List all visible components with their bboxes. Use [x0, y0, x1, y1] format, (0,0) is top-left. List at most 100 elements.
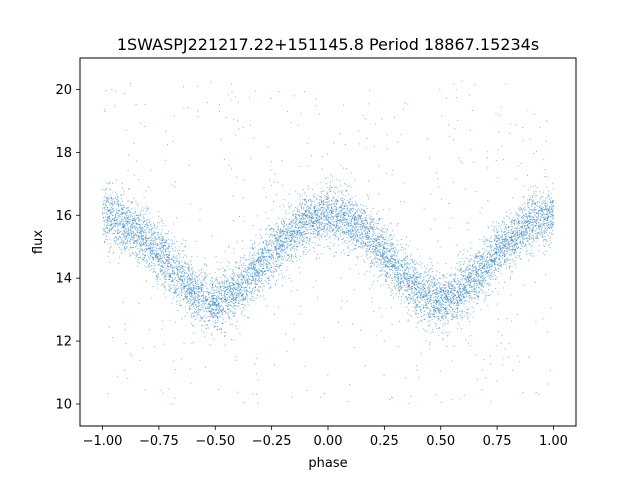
data-point — [263, 263, 265, 265]
data-point — [202, 307, 204, 309]
data-point — [515, 178, 517, 180]
data-point — [442, 315, 444, 317]
data-point — [334, 208, 336, 210]
data-point — [336, 229, 338, 231]
data-point — [148, 266, 150, 268]
data-point — [519, 231, 520, 233]
data-point — [387, 258, 389, 260]
data-point — [511, 271, 513, 273]
data-point — [527, 109, 529, 111]
data-point — [335, 252, 337, 254]
data-point — [111, 204, 113, 206]
data-point — [414, 290, 416, 292]
data-point — [122, 226, 124, 228]
data-point — [548, 223, 550, 225]
data-point — [451, 302, 453, 304]
data-point — [238, 216, 240, 217]
data-point — [456, 299, 458, 301]
data-point — [292, 226, 294, 228]
data-point — [296, 208, 298, 210]
data-point — [276, 181, 278, 183]
data-point — [302, 199, 304, 201]
data-point — [384, 273, 386, 275]
data-point — [169, 276, 171, 278]
data-point — [422, 284, 424, 286]
data-point — [352, 204, 354, 206]
data-point — [447, 319, 449, 321]
data-point — [401, 296, 403, 298]
data-point — [303, 218, 305, 220]
data-point — [432, 301, 434, 303]
data-point — [461, 310, 463, 312]
data-point — [189, 288, 191, 290]
data-point — [228, 164, 230, 166]
data-point — [362, 114, 364, 116]
data-point — [264, 279, 266, 281]
data-point — [135, 255, 137, 257]
data-point — [184, 272, 186, 274]
data-point — [123, 240, 125, 242]
data-point — [236, 274, 238, 276]
data-point — [118, 205, 120, 207]
data-point — [197, 289, 199, 291]
data-point — [547, 331, 549, 333]
data-point — [367, 238, 369, 240]
data-point — [472, 264, 474, 265]
data-point — [335, 198, 337, 200]
data-point — [298, 266, 300, 268]
data-point — [118, 243, 120, 245]
data-point — [254, 255, 256, 257]
data-point — [139, 213, 141, 215]
data-point — [411, 298, 413, 300]
data-point — [300, 217, 302, 219]
data-point — [442, 316, 444, 318]
data-point — [212, 305, 214, 307]
data-point — [171, 265, 173, 267]
data-point — [514, 223, 516, 225]
data-point — [547, 215, 549, 217]
data-point — [333, 221, 335, 223]
data-point — [549, 216, 551, 218]
data-point — [373, 248, 375, 250]
data-point — [514, 220, 516, 222]
data-point — [440, 246, 442, 248]
data-point — [442, 300, 444, 302]
data-point — [323, 215, 325, 217]
data-point — [162, 262, 164, 264]
data-point — [350, 236, 352, 238]
data-point — [429, 316, 431, 318]
data-point — [196, 315, 198, 317]
data-point — [406, 273, 408, 275]
data-point — [465, 267, 467, 269]
data-point — [467, 279, 469, 281]
data-point — [302, 216, 304, 218]
data-point — [236, 281, 238, 283]
data-point — [461, 290, 463, 292]
data-point — [326, 228, 328, 230]
data-point — [457, 301, 459, 303]
data-point — [482, 253, 484, 255]
data-point — [369, 236, 371, 238]
data-point — [363, 222, 365, 224]
data-point — [244, 287, 246, 289]
data-point — [375, 240, 377, 242]
data-point — [230, 294, 232, 296]
data-point — [106, 213, 108, 215]
data-point — [254, 278, 256, 280]
data-point — [323, 200, 325, 202]
data-point — [395, 269, 397, 271]
data-point — [329, 185, 331, 187]
data-point — [511, 271, 513, 273]
data-point — [349, 233, 351, 235]
data-point — [268, 250, 270, 252]
data-point — [530, 211, 532, 213]
data-point — [236, 283, 238, 285]
data-point — [266, 256, 268, 258]
data-point — [478, 261, 480, 263]
data-point — [422, 307, 424, 309]
data-point — [442, 330, 444, 332]
data-point — [423, 278, 425, 280]
data-point — [139, 229, 141, 231]
data-point — [314, 220, 316, 222]
data-point — [481, 389, 483, 391]
